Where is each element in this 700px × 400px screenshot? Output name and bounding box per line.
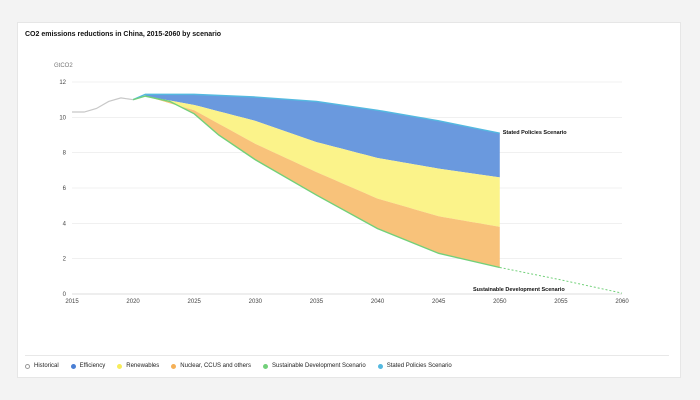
legend-label: Historical xyxy=(34,363,59,369)
sds-line xyxy=(132,95,500,269)
x-tick-label: 2035 xyxy=(310,299,324,305)
y-tick-label: 10 xyxy=(59,115,66,121)
x-tick-label: 2055 xyxy=(554,299,568,305)
legend-swatch xyxy=(25,363,30,369)
legend-swatch xyxy=(70,363,76,369)
y-tick-label: 4 xyxy=(63,221,67,227)
area-bands xyxy=(145,94,500,268)
renewables-area xyxy=(145,96,500,227)
legend-swatch xyxy=(117,363,123,369)
y-tick-label: 0 xyxy=(63,292,67,298)
nuclear-ccus-area xyxy=(145,96,500,268)
legend-swatch xyxy=(171,363,177,369)
legend-swatch xyxy=(262,363,268,369)
legend-label: Stated Policies Scenario xyxy=(386,363,452,369)
legend-item: Sustainable Development Scenario xyxy=(262,363,366,369)
y-axis-label: GtCO2 xyxy=(54,63,73,69)
annotations: Stated Policies Scenario Sustainable Deve… xyxy=(473,130,567,293)
legend-item: Efficiency xyxy=(70,363,106,369)
legend-item: Historical xyxy=(25,363,59,369)
legend-item: Renewables xyxy=(117,363,159,369)
legend-item: Nuclear, CCUS and others xyxy=(171,363,251,369)
sps-annotation: Stated Policies Scenario xyxy=(503,130,568,136)
sps-line xyxy=(132,93,500,134)
legend: Historical Efficiency Renewables Nuclear, C… xyxy=(25,363,464,369)
legend-item: Stated Policies Scenario xyxy=(377,363,452,369)
y-tick-labels: 0 2 4 6 8 10 12 xyxy=(59,80,66,298)
sds-annotation: Sustainable Development Scenario xyxy=(473,287,565,293)
y-tick-label: 6 xyxy=(63,186,67,192)
y-tick-label: 12 xyxy=(59,80,66,86)
legend-swatch xyxy=(377,363,383,369)
x-tick-label: 2040 xyxy=(371,299,385,305)
x-tick-label: 2030 xyxy=(249,299,263,305)
x-tick-label: 2020 xyxy=(126,299,140,305)
scenario-lines xyxy=(72,93,623,294)
legend-label: Renewables xyxy=(126,363,160,369)
x-tick-label: 2060 xyxy=(615,299,629,305)
legend-separator xyxy=(25,355,669,356)
y-tick-label: 2 xyxy=(63,257,67,263)
x-tick-label: 2050 xyxy=(493,299,507,305)
x-tick-labels: 2015 2020 2025 2030 2035 2040 2045 2050 2055 2060 xyxy=(65,299,629,305)
chart-title: CO2 emissions reductions in China, 2015-… xyxy=(25,31,222,38)
efficiency-area xyxy=(145,94,500,178)
x-tick-label: 2025 xyxy=(188,299,202,305)
x-tick-label: 2015 xyxy=(65,299,79,305)
legend-label: Efficiency xyxy=(79,363,106,369)
y-tick-label: 8 xyxy=(63,151,67,157)
legend-label: Sustainable Development Scenario xyxy=(271,363,366,369)
legend-label: Nuclear, CCUS and others xyxy=(180,363,251,369)
sds-extension-line xyxy=(499,267,623,294)
historical-line xyxy=(72,97,134,113)
x-tick-label: 2045 xyxy=(432,299,446,305)
